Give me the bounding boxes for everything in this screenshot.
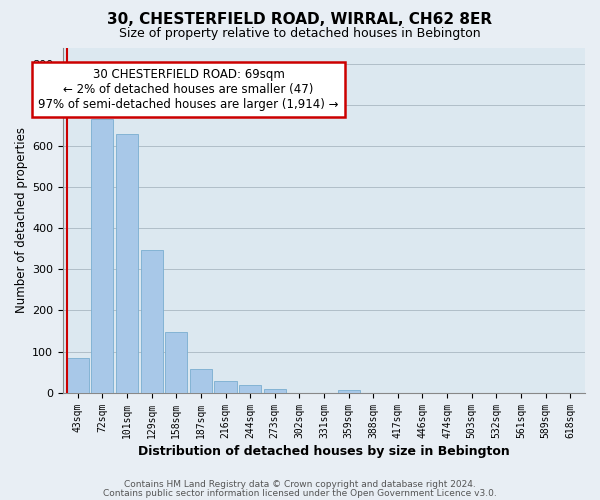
Bar <box>165 332 187 392</box>
Bar <box>239 385 261 392</box>
Bar <box>214 382 236 392</box>
Bar <box>338 390 360 392</box>
Bar <box>263 390 286 392</box>
Text: Contains HM Land Registry data © Crown copyright and database right 2024.: Contains HM Land Registry data © Crown c… <box>124 480 476 489</box>
Text: 30, CHESTERFIELD ROAD, WIRRAL, CH62 8ER: 30, CHESTERFIELD ROAD, WIRRAL, CH62 8ER <box>107 12 493 28</box>
Text: Size of property relative to detached houses in Bebington: Size of property relative to detached ho… <box>119 28 481 40</box>
Bar <box>140 250 163 392</box>
Bar <box>116 134 138 392</box>
Bar <box>190 369 212 392</box>
Bar <box>67 358 89 392</box>
Text: 30 CHESTERFIELD ROAD: 69sqm
← 2% of detached houses are smaller (47)
97% of semi: 30 CHESTERFIELD ROAD: 69sqm ← 2% of deta… <box>38 68 339 111</box>
Text: Contains public sector information licensed under the Open Government Licence v3: Contains public sector information licen… <box>103 488 497 498</box>
Bar <box>91 120 113 392</box>
X-axis label: Distribution of detached houses by size in Bebington: Distribution of detached houses by size … <box>138 444 510 458</box>
Y-axis label: Number of detached properties: Number of detached properties <box>15 127 28 313</box>
